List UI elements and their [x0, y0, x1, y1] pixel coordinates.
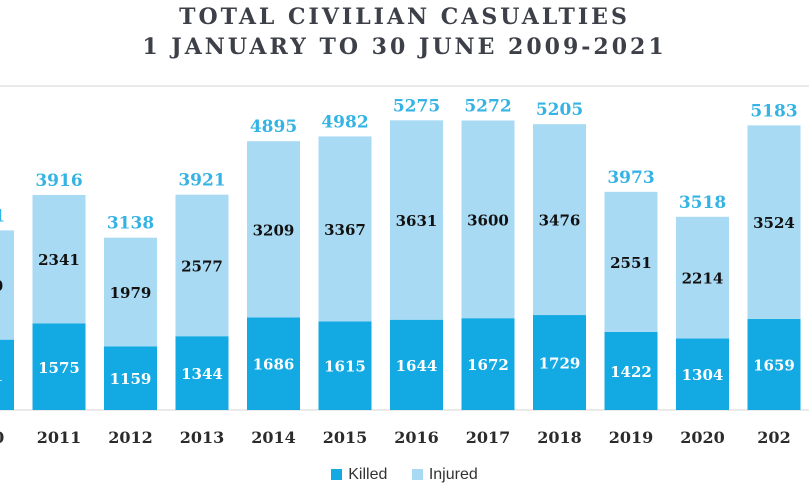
bar-injured-2015: [318, 136, 372, 322]
bar-injured-2021: [747, 125, 801, 319]
label-injured-2014: 3209: [253, 221, 295, 239]
legend-item-injured: Injured: [411, 466, 478, 484]
x-tick-2011: 2011: [37, 428, 82, 447]
bar-killed-2016: [390, 319, 443, 410]
label-killed-2019: 1422: [610, 363, 652, 381]
label-injured-2012: 1979: [110, 284, 152, 302]
label-total-2014: 4895: [250, 117, 297, 137]
label-total-2011: 3916: [35, 171, 82, 191]
x-tick-2021: 202: [757, 428, 790, 447]
bar-injured-2017: [461, 120, 515, 319]
label-killed-2016: 1644: [396, 357, 438, 375]
bar-injured-2018: [533, 124, 586, 316]
label-injured-2016: 3631: [396, 212, 438, 230]
label-injured-2020: 2214: [682, 270, 724, 288]
label-killed-2021: 1659: [753, 356, 795, 374]
label-killed-2017: 1672: [467, 356, 509, 374]
label-injured-2011: 2341: [38, 251, 80, 269]
x-tick-2016: 2016: [394, 428, 439, 447]
label-total-2016: 5275: [393, 96, 440, 116]
bars-group: 281 990 271 010 1575 2341 3916 2011 1159 1979 3138…: [0, 96, 801, 447]
label-injured-2017: 3600: [467, 211, 509, 229]
bar-killed-2019: [604, 331, 658, 410]
x-tick-2012: 2012: [108, 428, 153, 447]
label-killed-2015: 1615: [324, 358, 366, 376]
legend-swatch-killed: [331, 469, 343, 480]
label-injured-2010: 990: [0, 277, 3, 295]
label-total-2018: 5205: [536, 100, 583, 120]
bar-injured-2011: [32, 194, 86, 324]
label-killed-2012: 1159: [110, 370, 152, 388]
legend-label-injured: Injured: [428, 466, 478, 483]
bar-killed-2013: [175, 336, 229, 410]
x-tick-2015: 2015: [323, 428, 368, 447]
bar-killed-2020: [676, 338, 729, 410]
label-total-2010: 271: [0, 206, 5, 226]
chart-subtitle: 1 JANUARY TO 30 JUNE 2009-2021: [142, 34, 667, 60]
x-tick-2014: 2014: [251, 428, 296, 447]
bar-injured-2019: [604, 191, 658, 332]
bar-injured-2014: [247, 141, 300, 318]
label-killed-2014: 1686: [253, 356, 295, 374]
label-killed-2013: 1344: [181, 365, 223, 383]
bar-killed-2015: [318, 321, 372, 410]
bar-killed-2021: [747, 318, 801, 410]
legend-label-killed: Killed: [348, 466, 388, 483]
label-killed-2018: 1729: [539, 355, 581, 373]
x-tick-2020: 2020: [680, 428, 725, 447]
bar-injured-2012: [104, 237, 157, 347]
label-killed-2020: 1304: [682, 366, 724, 384]
bar-killed-2018: [533, 315, 586, 410]
x-tick-2013: 2013: [180, 428, 225, 447]
label-injured-2015: 3367: [324, 221, 366, 239]
bar-injured-2020: [676, 216, 729, 339]
label-injured-2019: 2551: [610, 254, 652, 272]
x-tick-2017: 2017: [466, 428, 511, 447]
bar-killed-2011: [32, 323, 86, 410]
x-tick-2010: 010: [0, 428, 4, 447]
label-total-2017: 5272: [464, 96, 511, 116]
bar-killed-2014: [247, 317, 300, 410]
label-total-2015: 4982: [321, 112, 368, 132]
bar-killed-2012: [104, 346, 157, 410]
label-total-2020: 3518: [679, 193, 726, 213]
legend-swatch-injured: [411, 469, 423, 480]
label-total-2021: 5183: [750, 101, 797, 121]
label-total-2013: 3921: [178, 171, 225, 191]
bar-killed-2010: [0, 339, 14, 410]
x-tick-2019: 2019: [609, 428, 654, 447]
label-killed-2011: 1575: [38, 359, 80, 377]
label-injured-2021: 3524: [753, 214, 795, 232]
bar-injured-2010: [0, 230, 14, 340]
label-injured-2013: 2577: [181, 257, 223, 275]
x-tick-2018: 2018: [537, 428, 582, 447]
legend-item-killed: Killed: [331, 466, 387, 484]
bar-injured-2013: [175, 194, 229, 337]
bar-killed-2017: [461, 318, 515, 410]
label-injured-2018: 3476: [539, 212, 581, 230]
label-total-2019: 3973: [607, 168, 654, 188]
legend: Killed Injured: [0, 466, 809, 484]
label-killed-2010: 281: [0, 367, 3, 385]
bar-injured-2016: [390, 120, 443, 320]
label-total-2012: 3138: [107, 214, 154, 234]
chart-title: TOTAL CIVILIAN CASUALTIES: [179, 4, 630, 30]
